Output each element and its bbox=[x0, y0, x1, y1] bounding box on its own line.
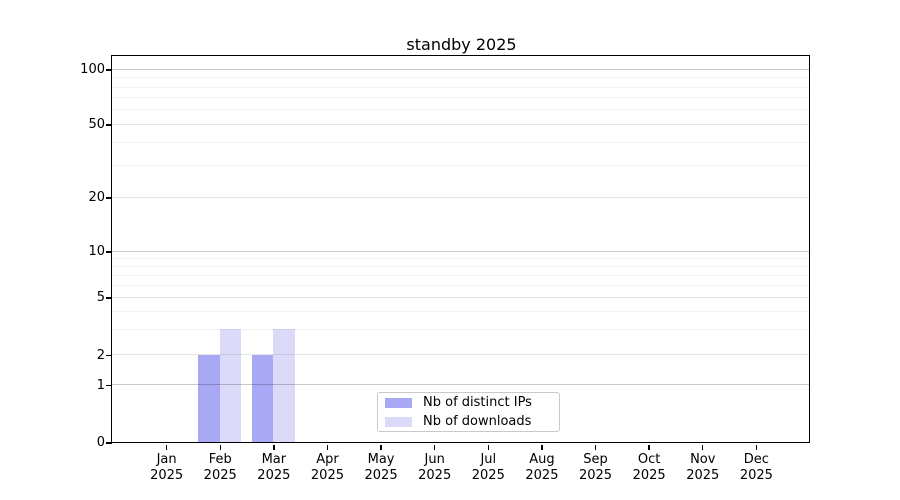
x-tick-month: Jan bbox=[156, 452, 177, 467]
x-tick-month: Dec bbox=[743, 452, 769, 467]
legend-swatch bbox=[385, 416, 412, 427]
x-tick-month: Jun bbox=[424, 452, 445, 467]
x-tick-year: 2025 bbox=[203, 468, 237, 483]
gridline-minor bbox=[112, 328, 810, 330]
y-tick-mark bbox=[106, 354, 112, 357]
y-tick-label: 2 bbox=[96, 347, 105, 363]
x-tick-month: May bbox=[367, 452, 395, 467]
bar-nb-of-downloads bbox=[273, 329, 295, 443]
x-tick-year: 2025 bbox=[364, 468, 398, 483]
x-tick-label: Sep 2025 bbox=[564, 452, 628, 484]
x-tick-year: 2025 bbox=[150, 468, 184, 483]
legend: Nb of distinct IPs Nb of downloads bbox=[377, 392, 560, 432]
x-tick-year: 2025 bbox=[257, 468, 291, 483]
legend-row: Nb of distinct IPs bbox=[385, 395, 559, 411]
x-tick-mark bbox=[165, 444, 168, 450]
chart-title: standby 2025 bbox=[406, 35, 517, 54]
y-tick-label: 50 bbox=[88, 117, 105, 132]
x-tick-mark bbox=[219, 444, 221, 450]
bar-nb-of-downloads bbox=[219, 329, 242, 443]
y-tick-label: 100 bbox=[80, 62, 105, 77]
bar-nb-of-distinct-ips bbox=[251, 354, 274, 443]
legend-label: Nb of distinct IPs bbox=[423, 394, 532, 410]
x-tick-mark bbox=[326, 444, 329, 450]
x-tick-mark bbox=[594, 444, 597, 450]
gridline-minor bbox=[112, 284, 810, 286]
gridline-major bbox=[112, 384, 810, 386]
gridline-minor bbox=[112, 164, 810, 166]
x-tick-label: Jan 2025 bbox=[135, 452, 199, 484]
x-tick-label: May 2025 bbox=[349, 452, 413, 484]
gridline-minor bbox=[112, 109, 810, 111]
x-tick-mark bbox=[380, 444, 382, 450]
plot-area bbox=[111, 55, 811, 444]
x-tick-year: 2025 bbox=[310, 468, 344, 483]
legend-row: Nb of downloads bbox=[385, 414, 559, 430]
gridline-major bbox=[112, 68, 810, 70]
bars-layer bbox=[112, 56, 809, 443]
x-tick-year: 2025 bbox=[525, 468, 559, 483]
gridline-minor bbox=[112, 257, 810, 259]
x-tick-label: Feb 2025 bbox=[188, 452, 252, 484]
grid-layer bbox=[112, 56, 810, 442]
gridline-minor bbox=[112, 265, 810, 267]
x-tick-label: Jul 2025 bbox=[456, 452, 520, 484]
gridline-minor bbox=[112, 97, 810, 99]
x-tick-month: Mar bbox=[261, 452, 287, 467]
gridline-minor bbox=[112, 310, 810, 312]
legend-swatch bbox=[385, 397, 412, 408]
x-tick-year: 2025 bbox=[471, 468, 505, 483]
x-tick-year: 2025 bbox=[739, 468, 773, 483]
gridline bbox=[112, 296, 810, 298]
y-tick-label: 0 bbox=[96, 435, 105, 450]
y-tick-mark bbox=[106, 297, 112, 299]
x-tick-month: Apr bbox=[316, 452, 339, 467]
x-tick-mark bbox=[541, 444, 543, 450]
y-tick-mark bbox=[106, 251, 112, 253]
x-tick-month: Aug bbox=[529, 452, 555, 467]
x-tick-year: 2025 bbox=[686, 468, 720, 483]
gridline bbox=[112, 354, 810, 356]
gridline bbox=[112, 196, 810, 198]
x-tick-month: Jul bbox=[480, 452, 497, 467]
y-tick-label: 10 bbox=[88, 244, 105, 259]
bar-nb-of-distinct-ips bbox=[198, 354, 220, 443]
x-tick-mark bbox=[755, 444, 758, 450]
gridline-minor bbox=[112, 141, 810, 143]
x-tick-label: Oct 2025 bbox=[617, 452, 681, 484]
gridline-minor bbox=[112, 77, 810, 79]
x-tick-label: Apr 2025 bbox=[295, 452, 359, 484]
x-tick-label: Nov 2025 bbox=[671, 452, 735, 484]
x-tick-month: Sep bbox=[583, 452, 608, 467]
y-tick-mark bbox=[106, 442, 112, 444]
x-tick-month: Oct bbox=[637, 452, 661, 467]
y-tick-mark bbox=[106, 124, 112, 126]
y-tick-label: 5 bbox=[96, 290, 105, 305]
x-tick-mark bbox=[702, 444, 704, 450]
y-tick-mark bbox=[106, 197, 112, 199]
x-tick-label: Aug 2025 bbox=[510, 452, 574, 484]
gridline-minor bbox=[112, 274, 810, 276]
y-tick-label: 1 bbox=[96, 377, 105, 393]
gridline bbox=[112, 123, 810, 125]
x-tick-mark bbox=[648, 444, 650, 450]
x-tick-mark bbox=[433, 444, 436, 450]
x-tick-year: 2025 bbox=[632, 468, 666, 483]
y-tick-mark bbox=[106, 384, 112, 387]
x-tick-label: Mar 2025 bbox=[242, 452, 306, 484]
x-tick-mark bbox=[273, 444, 275, 450]
gridline-minor bbox=[112, 86, 810, 88]
y-tick-mark bbox=[106, 69, 112, 71]
x-tick-month: Feb bbox=[208, 452, 232, 467]
x-tick-year: 2025 bbox=[418, 468, 452, 483]
x-tick-label: Dec 2025 bbox=[724, 452, 788, 484]
x-tick-year: 2025 bbox=[578, 468, 613, 483]
x-tick-label: Jun 2025 bbox=[403, 452, 467, 484]
y-tick-label: 20 bbox=[88, 190, 105, 205]
x-tick-mark bbox=[487, 444, 489, 450]
legend-label: Nb of downloads bbox=[423, 413, 532, 429]
x-tick-month: Nov bbox=[690, 452, 716, 467]
gridline-major bbox=[112, 250, 810, 252]
